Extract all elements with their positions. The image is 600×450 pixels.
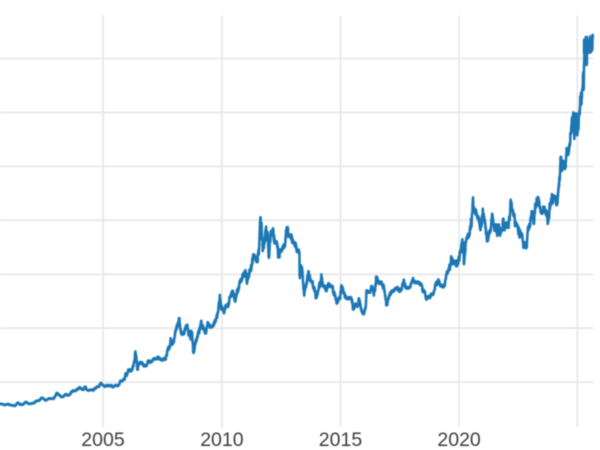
svg-text:2010: 2010 [200, 429, 244, 450]
svg-text:2015: 2015 [319, 429, 363, 450]
svg-text:2005: 2005 [81, 429, 125, 450]
svg-text:2020: 2020 [437, 429, 481, 450]
